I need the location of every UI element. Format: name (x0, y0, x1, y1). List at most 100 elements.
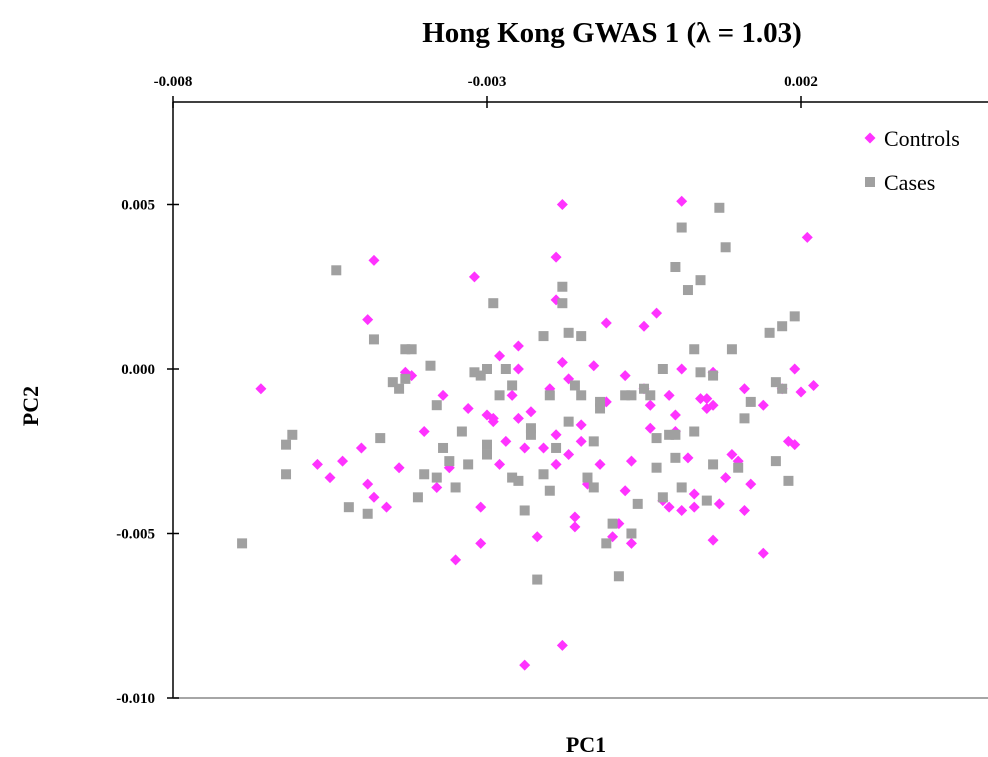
cases-point (557, 281, 568, 292)
controls-point (494, 458, 506, 470)
controls-point (707, 534, 719, 546)
cases-point (657, 492, 668, 503)
cases-point (368, 334, 379, 345)
controls-point (362, 314, 374, 326)
y-tick-label: 0.005 (121, 198, 155, 214)
controls-point (475, 501, 487, 513)
cases-point (538, 331, 549, 342)
cases-point (770, 456, 781, 467)
cases-point (431, 400, 442, 411)
controls-point (688, 488, 700, 500)
controls-point (745, 478, 757, 490)
controls-point (550, 458, 562, 470)
controls-point (669, 409, 681, 421)
cases-point (588, 482, 599, 493)
cases-point (670, 262, 681, 273)
cases-point (507, 472, 518, 483)
controls-point (418, 426, 430, 438)
controls-point (311, 458, 323, 470)
cases-point (406, 344, 417, 355)
cases-point (607, 518, 618, 529)
cases-point (450, 482, 461, 493)
cases-point (588, 436, 599, 447)
cases-point (469, 367, 480, 378)
cases-point (482, 364, 492, 374)
cases-point (456, 426, 467, 437)
cases-point (733, 462, 744, 473)
controls-point (368, 491, 380, 503)
controls-point (619, 485, 631, 497)
x-axis-title: PC1 (566, 732, 606, 757)
controls-point (563, 449, 575, 461)
y-tick-label: -0.005 (116, 527, 155, 543)
cases-point (645, 390, 656, 401)
controls-point (556, 199, 568, 210)
y-tick-label: 0.000 (121, 362, 155, 378)
cases-point (701, 495, 712, 506)
cases-point (745, 396, 756, 407)
controls-legend-marker (864, 132, 876, 144)
controls-point (707, 399, 719, 411)
cases-point (676, 222, 687, 233)
controls-point (713, 498, 725, 510)
cases-point (789, 311, 800, 322)
cases-point (595, 403, 606, 414)
cases-point (538, 469, 549, 480)
cases-point (777, 383, 788, 394)
controls-point (556, 639, 568, 651)
cases-point (507, 380, 518, 391)
cases-point (444, 456, 455, 467)
controls-point (525, 406, 537, 418)
cases-legend-marker (865, 177, 875, 187)
cases-point (394, 383, 405, 394)
data-points (237, 195, 820, 671)
y-tick-label: -0.010 (116, 691, 155, 707)
controls-point (475, 537, 487, 549)
cases-point (544, 485, 555, 496)
controls-point (569, 521, 581, 533)
cases-point (563, 416, 574, 427)
x-tick-label: -0.008 (154, 74, 193, 90)
controls-point (701, 393, 713, 405)
cases-point (601, 538, 612, 549)
controls-point (506, 389, 518, 401)
controls-point (789, 363, 801, 375)
cases-point (695, 275, 706, 286)
controls-point (789, 439, 801, 451)
controls-point (556, 356, 568, 368)
cases-point (639, 383, 649, 394)
cases-point (670, 452, 681, 463)
cases-point (783, 475, 794, 486)
cases-point (343, 502, 354, 513)
cases-point (613, 571, 624, 582)
cases-point (714, 202, 725, 213)
cases-point (569, 380, 580, 391)
cases-point (777, 321, 788, 332)
cases-point (438, 442, 449, 453)
cases-point (651, 462, 662, 473)
controls-point (676, 504, 688, 516)
controls-point (663, 501, 675, 513)
controls-point (695, 393, 707, 405)
controls-point (512, 340, 524, 352)
controls-point (512, 363, 524, 375)
cases-legend-label: Cases (884, 170, 935, 195)
cases-point (331, 265, 342, 276)
controls-point (688, 501, 700, 513)
cases-point (720, 242, 731, 253)
controls-point (381, 501, 393, 513)
controls-point (676, 195, 688, 207)
cases-point (287, 429, 298, 440)
cases-point (488, 298, 499, 309)
controls-point (362, 478, 374, 490)
controls-point (431, 481, 443, 493)
controls-point (682, 452, 694, 464)
cases-point (544, 390, 555, 401)
controls-point (550, 251, 562, 263)
controls-point (500, 435, 512, 447)
controls-point (368, 254, 380, 266)
cases-point (237, 538, 248, 549)
plot-axes (172, 101, 988, 699)
cases-point (682, 285, 693, 296)
